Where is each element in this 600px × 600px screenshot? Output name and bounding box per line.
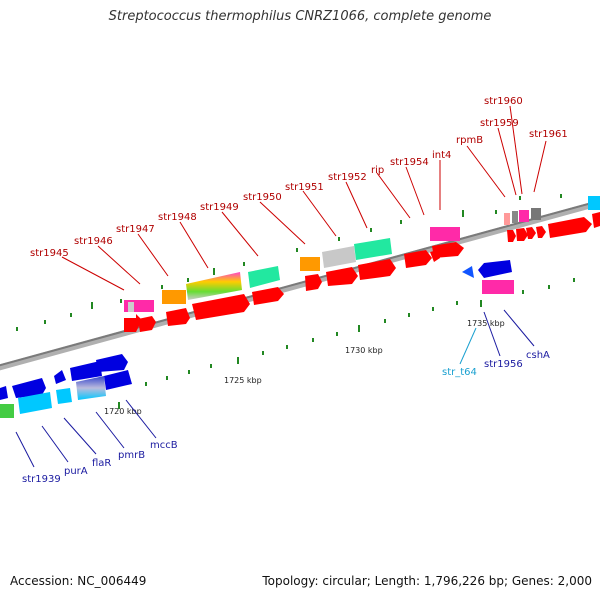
gene-feature[interactable] xyxy=(531,208,541,220)
gene-label-str1956[interactable]: str1956 xyxy=(484,359,523,370)
gene-feature[interactable] xyxy=(252,287,284,305)
gene-feature[interactable] xyxy=(138,316,156,332)
gene-label-str1948[interactable]: str1948 xyxy=(158,212,197,223)
accession-text: Accession: NC_006449 xyxy=(10,574,147,588)
genome-backbone xyxy=(0,199,600,371)
gene-feature[interactable] xyxy=(104,370,132,390)
tick-marks-upper xyxy=(16,194,562,331)
forward-features xyxy=(124,196,600,332)
gene-label-purA[interactable]: purA xyxy=(64,466,88,477)
gene-label-rpmB[interactable]: rpmB xyxy=(456,135,483,146)
scale-label-1720: 1720 kbp xyxy=(104,407,142,416)
scale-label-1725: 1725 kbp xyxy=(224,376,262,385)
gene-feature[interactable] xyxy=(70,361,102,381)
gene-feature[interactable] xyxy=(56,388,72,404)
gene-feature[interactable] xyxy=(482,280,514,294)
topology-text: Topology: circular; Length: 1,796,226 bp… xyxy=(262,574,592,588)
gene-feature[interactable] xyxy=(166,308,190,326)
gene-label-str1945[interactable]: str1945 xyxy=(30,248,69,259)
gene-feature[interactable] xyxy=(0,386,8,400)
label-connector-str_t64 xyxy=(459,327,477,365)
scale-label-1730: 1730 kbp xyxy=(345,346,383,355)
gene-label-str1950[interactable]: str1950 xyxy=(243,192,282,203)
label-connectors-top xyxy=(61,105,547,291)
gene-feature[interactable] xyxy=(124,314,142,332)
gene-feature[interactable] xyxy=(12,378,46,398)
gene-label-flaR[interactable]: flaR xyxy=(92,458,111,469)
tick-marks-lower xyxy=(118,278,575,409)
gene-feature[interactable] xyxy=(526,227,536,239)
gene-feature[interactable] xyxy=(186,272,242,300)
gene-feature[interactable] xyxy=(76,376,106,400)
gene-feature[interactable] xyxy=(326,267,358,286)
scale-label-1735: 1735 kbp xyxy=(467,319,505,328)
gene-label-str1947[interactable]: str1947 xyxy=(116,224,155,235)
gene-feature[interactable] xyxy=(504,213,510,225)
gene-feature[interactable] xyxy=(404,250,432,268)
gene-feature[interactable] xyxy=(588,196,600,210)
gene-label-cshA[interactable]: cshA xyxy=(526,350,550,361)
gene-feature[interactable] xyxy=(96,354,128,372)
gene-feature[interactable] xyxy=(430,227,460,241)
gene-feature[interactable] xyxy=(54,370,66,384)
gene-feature[interactable] xyxy=(162,290,186,304)
gene-feature[interactable] xyxy=(462,266,474,278)
page-title: Streptococcus thermophilus CNRZ1066, com… xyxy=(108,9,492,24)
gene-label-rip[interactable]: rip xyxy=(371,165,384,176)
reverse-features xyxy=(0,354,132,418)
gene-label-pmrB[interactable]: pmrB xyxy=(118,450,145,461)
gene-feature[interactable] xyxy=(0,404,14,418)
gene-feature[interactable] xyxy=(248,266,280,288)
gene-label-str1952[interactable]: str1952 xyxy=(328,172,367,183)
gene-feature[interactable] xyxy=(516,228,528,241)
gene-label-str1960[interactable]: str1960 xyxy=(484,96,523,107)
gene-label-int4[interactable]: int4 xyxy=(432,150,451,161)
gene-feature[interactable] xyxy=(507,230,516,242)
gene-feature[interactable] xyxy=(519,210,529,222)
gene-feature[interactable] xyxy=(432,242,464,258)
gene-feature[interactable] xyxy=(592,212,600,228)
gene-feature[interactable] xyxy=(18,392,52,414)
gene-feature[interactable] xyxy=(322,246,356,268)
gene-label-str1954[interactable]: str1954 xyxy=(390,157,429,168)
label-connectors-bottom xyxy=(15,309,535,468)
gene-feature[interactable] xyxy=(192,294,250,320)
gene-label-str1961[interactable]: str1961 xyxy=(529,129,568,140)
gene-label-str1949[interactable]: str1949 xyxy=(200,202,239,213)
gene-feature[interactable] xyxy=(536,226,546,238)
gene-feature[interactable] xyxy=(358,259,396,280)
gene-label-str1939[interactable]: str1939 xyxy=(22,474,61,485)
gene-label-mccB[interactable]: mccB xyxy=(150,440,178,451)
gene-feature[interactable] xyxy=(300,257,320,271)
gene-label-str1951[interactable]: str1951 xyxy=(285,182,324,193)
gene-feature[interactable] xyxy=(548,217,592,238)
gene-label-str1959[interactable]: str1959 xyxy=(480,118,519,129)
gene-feature[interactable] xyxy=(478,260,512,278)
gene-feature[interactable] xyxy=(305,274,322,291)
gene-feature[interactable] xyxy=(354,238,392,260)
gene-label-str_t64[interactable]: str_t64 xyxy=(442,367,477,378)
gene-label-str1946[interactable]: str1946 xyxy=(74,236,113,247)
gene-feature[interactable] xyxy=(512,211,518,223)
